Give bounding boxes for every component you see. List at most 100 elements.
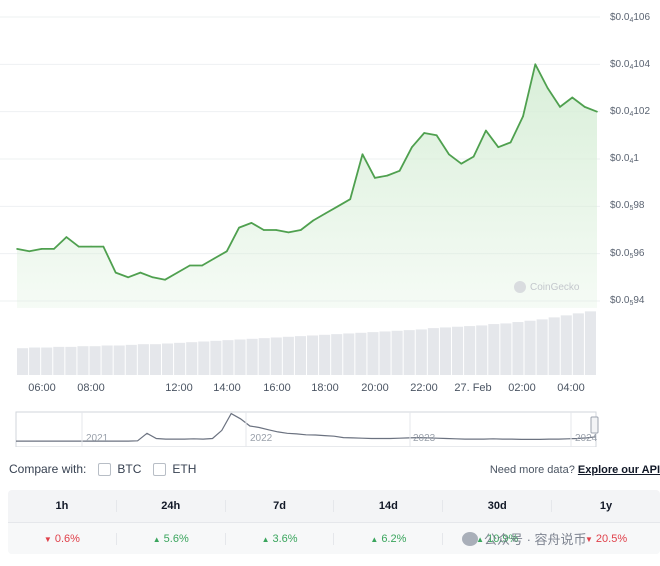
x-tick-1: 08:00 xyxy=(77,382,105,394)
price-point xyxy=(176,271,179,274)
price-point xyxy=(28,250,31,253)
arrow-up-icon: ▲ xyxy=(476,535,485,544)
period-1y: 1y xyxy=(551,500,660,512)
y-tick-2: $0.04102 xyxy=(610,106,651,118)
nav-label-2022: 2022 xyxy=(250,433,273,444)
volume-bar xyxy=(403,330,415,375)
price-point xyxy=(361,153,364,156)
change-1h-value: 0.6% xyxy=(54,533,80,545)
nav-label-2023: 2023 xyxy=(413,433,436,444)
y-tick-3: $0.041 xyxy=(610,153,639,165)
change-24h: ▲ 5.6% xyxy=(115,533,225,545)
price-point xyxy=(225,250,228,253)
price-point xyxy=(77,245,80,248)
price-point xyxy=(164,278,166,281)
volume-bar xyxy=(41,347,53,375)
price-point xyxy=(386,174,389,177)
price-point xyxy=(238,226,240,229)
nav-label-2024: 2024 xyxy=(575,433,598,444)
price-point xyxy=(40,248,43,250)
change-14d: ▲ 6.2% xyxy=(333,533,442,545)
price-point xyxy=(90,245,92,248)
x-tick-0: 06:00 xyxy=(28,382,56,394)
change-1y: ▼ 20.5% xyxy=(551,533,660,545)
volume-bar xyxy=(282,336,294,375)
volume-bar xyxy=(560,315,572,375)
volume-bar xyxy=(319,334,331,375)
watermark-text: CoinGecko xyxy=(530,281,580,293)
volume-bar xyxy=(258,338,270,375)
price-point xyxy=(287,231,290,234)
x-tick-10: 04:00 xyxy=(557,382,585,394)
volume-bar xyxy=(65,346,77,375)
volume-bar xyxy=(270,337,282,375)
volume-bar xyxy=(53,346,65,375)
price-point xyxy=(435,134,438,137)
price-area xyxy=(17,64,597,308)
volume-bar xyxy=(174,342,186,375)
price-point xyxy=(509,141,512,144)
arrow-down-icon: ▼ xyxy=(584,535,593,544)
volume-bar xyxy=(113,345,125,375)
y-tick-6: $0.0594 xyxy=(610,295,645,307)
volume-bar xyxy=(210,340,222,375)
volume-bar xyxy=(488,324,500,375)
price-point xyxy=(324,212,327,215)
change-30d-value: 10.9% xyxy=(487,533,519,545)
x-tick-3: 14:00 xyxy=(213,382,241,394)
eth-label[interactable]: ETH xyxy=(172,462,197,476)
price-point xyxy=(275,229,277,231)
price-point xyxy=(114,271,117,274)
eth-checkbox[interactable] xyxy=(153,462,167,476)
volume-bar xyxy=(198,341,210,375)
price-point xyxy=(16,248,18,250)
price-point xyxy=(497,146,500,148)
price-line xyxy=(16,63,598,281)
change-1h: ▼ 0.6% xyxy=(8,533,116,545)
price-point xyxy=(596,110,598,113)
y-tick-4: $0.0598 xyxy=(610,200,645,212)
more-data-text: Need more data? xyxy=(489,464,575,476)
volume-bar xyxy=(149,344,161,375)
volume-bar xyxy=(536,319,548,375)
coingecko-logo-icon xyxy=(514,281,526,293)
volume-bar xyxy=(29,347,41,375)
x-tick-4: 16:00 xyxy=(263,382,291,394)
navigator-frame xyxy=(15,411,597,447)
price-point xyxy=(337,205,339,208)
btc-checkbox[interactable] xyxy=(98,462,112,476)
price-point xyxy=(423,132,426,134)
price-point xyxy=(53,248,55,250)
price-point xyxy=(300,229,302,231)
nav-label-2021: 2021 xyxy=(86,433,109,444)
price-point xyxy=(312,219,314,222)
price-point xyxy=(151,276,154,279)
volume-bar xyxy=(125,344,137,375)
period-7d: 7d xyxy=(224,500,334,512)
period-24h: 24h xyxy=(115,500,225,512)
volume-bar xyxy=(464,326,476,375)
wechat-watermark: 公众号 · 容舟说币 xyxy=(462,529,587,548)
volume-bar xyxy=(439,327,451,375)
change-7d: ▲ 3.6% xyxy=(224,533,334,545)
volume-bar xyxy=(17,348,29,375)
price-point xyxy=(398,170,401,172)
volume-bar xyxy=(101,345,113,375)
explore-api-link[interactable]: Explore our API xyxy=(577,464,660,476)
price-point xyxy=(522,115,524,118)
compare-with: Compare with: BTC ETH xyxy=(9,462,196,476)
price-point xyxy=(411,146,413,148)
y-tick-1: $0.04104 xyxy=(610,59,651,71)
btc-label[interactable]: BTC xyxy=(117,462,142,476)
price-point xyxy=(65,236,68,238)
range-navigator[interactable] xyxy=(0,405,660,447)
x-tick-2: 12:00 xyxy=(165,382,193,394)
price-chart[interactable] xyxy=(0,0,660,400)
volume-bar xyxy=(355,332,367,375)
volume-bar xyxy=(476,325,488,375)
arrow-up-icon: ▲ xyxy=(261,535,270,544)
x-tick-9: 02:00 xyxy=(508,382,536,394)
navigator-handle xyxy=(590,416,599,434)
y-tick-5: $0.0596 xyxy=(610,248,645,260)
price-point xyxy=(349,198,351,201)
